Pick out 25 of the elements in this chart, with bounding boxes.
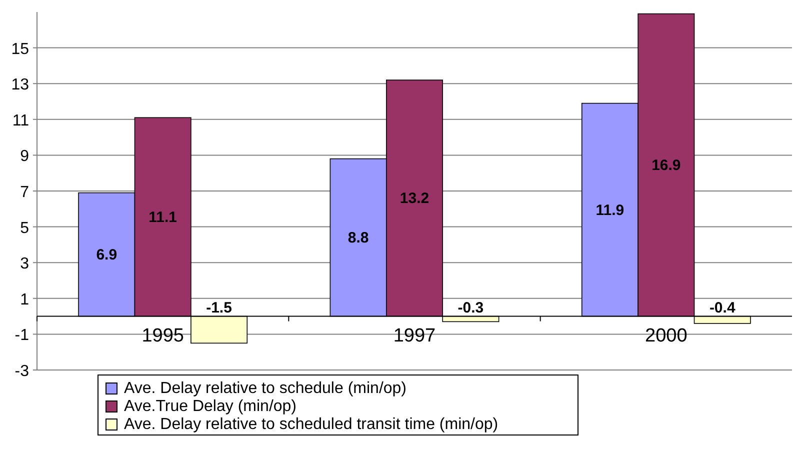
y-tick-label: 3 bbox=[20, 256, 30, 273]
y-tick-label: 7 bbox=[20, 184, 30, 201]
y-tick-label: -3 bbox=[14, 363, 30, 380]
data-label: -0.4 bbox=[709, 299, 736, 316]
y-tick-label: 1 bbox=[20, 291, 30, 308]
x-tick-label: 2000 bbox=[645, 325, 688, 346]
data-label: 16.9 bbox=[652, 157, 681, 174]
x-tick-label: 1995 bbox=[142, 325, 184, 346]
data-label: 13.2 bbox=[400, 190, 430, 208]
x-tick-label: 1997 bbox=[393, 325, 436, 346]
data-label: -0.3 bbox=[458, 299, 484, 316]
data-label: 11.9 bbox=[596, 202, 624, 219]
data-label: 6.9 bbox=[96, 246, 118, 264]
data-label: 8.8 bbox=[348, 230, 369, 247]
legend-label: Ave. Delay relative to schedule (min/op) bbox=[124, 380, 407, 397]
legend-label: Ave.True Delay (min/op) bbox=[124, 398, 297, 415]
data-label: 11.1 bbox=[148, 208, 178, 226]
y-tick-label: 15 bbox=[11, 40, 30, 58]
y-tick-label: -1 bbox=[14, 327, 30, 344]
data-label: -1.5 bbox=[206, 299, 232, 316]
y-tick-label: 13 bbox=[11, 76, 30, 94]
y-tick-label: 11 bbox=[12, 112, 30, 130]
legend-label: Ave. Delay relative to scheduled transit time (min/op) bbox=[124, 416, 498, 433]
y-tick-label: 5 bbox=[20, 220, 30, 237]
y-tick-label: 9 bbox=[20, 148, 30, 166]
